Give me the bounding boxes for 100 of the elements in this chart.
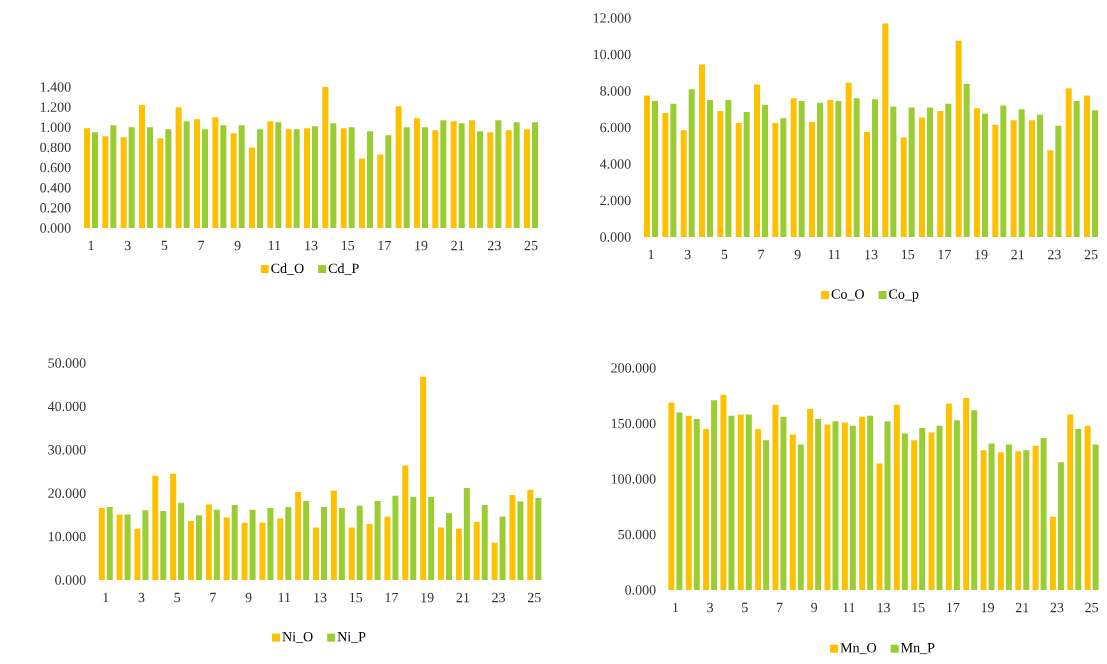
x-tick-label: 1 [648, 249, 654, 260]
x-tick-label: 5 [161, 240, 168, 251]
bar [841, 422, 848, 590]
y-tick-label: 150.000 [611, 418, 656, 429]
x-tick-label: 25 [1085, 602, 1099, 613]
bar [84, 128, 90, 228]
bar [693, 419, 700, 590]
bar [402, 465, 409, 580]
legend-label: Cd_O [271, 263, 304, 275]
bar [735, 122, 742, 237]
bar [928, 432, 935, 590]
bar [1018, 109, 1025, 237]
bar [110, 125, 117, 228]
bar [1037, 114, 1044, 237]
x-tick-label: 25 [527, 592, 541, 603]
bar [809, 122, 816, 237]
bar [927, 107, 934, 237]
legend-label: Mn_O [840, 643, 877, 655]
bar [384, 516, 391, 580]
bar [134, 528, 141, 580]
bar [824, 424, 831, 590]
bar [223, 517, 230, 580]
y-tick-label: 0.400 [40, 182, 71, 193]
bar [955, 40, 962, 237]
bar [230, 133, 237, 228]
bar [295, 491, 302, 580]
bar [884, 421, 891, 590]
bar [1075, 429, 1082, 590]
bar [458, 123, 465, 228]
bar [974, 108, 981, 237]
bar [1092, 110, 1099, 237]
legend-label: Cd_P [328, 263, 359, 275]
bar [202, 129, 208, 228]
x-tick-label: 25 [524, 240, 538, 251]
bar [670, 103, 677, 237]
bar [945, 103, 952, 237]
bar [420, 376, 427, 580]
bar [703, 429, 710, 590]
y-tick-label: 6.000 [600, 122, 631, 133]
legend-label: Ni_O [282, 631, 313, 644]
x-tick-label: 17 [947, 602, 960, 613]
x-tick-label: 15 [901, 249, 915, 260]
y-tick-label: 2.000 [600, 195, 631, 206]
bar [98, 507, 105, 580]
bar [116, 514, 123, 580]
bar [707, 100, 714, 237]
bar [124, 514, 131, 580]
x-tick-label: 19 [415, 240, 428, 251]
bar [754, 84, 761, 237]
bar [867, 415, 874, 590]
bar [982, 113, 989, 237]
bar [410, 497, 417, 580]
bar [440, 120, 447, 228]
bar [1092, 444, 1099, 590]
y-tick-label: 10.000 [593, 49, 631, 60]
x-tick-label: 23 [1047, 249, 1061, 260]
bar [231, 504, 238, 580]
bar [152, 475, 159, 580]
bar [106, 507, 113, 580]
y-tick-label: 0.600 [40, 162, 71, 173]
y-tick-label: 1.000 [40, 122, 71, 133]
bar [817, 102, 824, 237]
bar [780, 118, 787, 237]
bar [455, 528, 462, 580]
y-tick-label: 0.000 [625, 585, 656, 595]
bar [304, 128, 310, 228]
bar [743, 111, 750, 237]
bar [668, 402, 675, 590]
bar [919, 427, 926, 590]
y-tick-label: 12.000 [593, 13, 631, 23]
bar [249, 147, 256, 228]
bar [1084, 425, 1091, 590]
bar [971, 410, 978, 590]
x-tick-label: 7 [776, 602, 783, 613]
bar [1032, 445, 1039, 590]
x-tick-label: 15 [349, 592, 363, 603]
bar [728, 415, 735, 590]
bar [680, 130, 687, 237]
bar [882, 23, 889, 237]
x-tick-label: 7 [758, 249, 765, 260]
bar [1005, 444, 1012, 590]
bar [890, 106, 897, 237]
bar [911, 440, 918, 590]
bar [1023, 450, 1030, 590]
x-tick-label: 7 [210, 592, 216, 603]
bar [142, 510, 149, 580]
y-tick-label: 8.000 [600, 86, 631, 96]
bar [509, 494, 516, 580]
x-tick-label: 13 [865, 249, 878, 260]
y-tick-label: 0.200 [40, 203, 71, 213]
bar [772, 122, 779, 237]
bar [463, 487, 470, 580]
bar [321, 507, 328, 580]
bar [720, 394, 727, 590]
y-tick-label: 200.000 [611, 363, 656, 373]
bar [1065, 88, 1072, 237]
x-tick-label: 13 [877, 602, 890, 613]
bar [322, 86, 329, 228]
bar [499, 516, 506, 580]
x-tick-label: 23 [492, 592, 506, 603]
